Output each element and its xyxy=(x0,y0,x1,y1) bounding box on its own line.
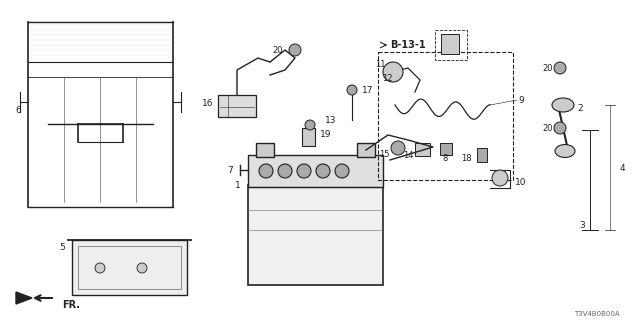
Text: 16: 16 xyxy=(202,99,213,108)
Text: 15: 15 xyxy=(380,149,390,158)
Circle shape xyxy=(137,263,147,273)
Bar xyxy=(248,155,383,187)
Text: 3: 3 xyxy=(579,220,585,229)
Circle shape xyxy=(259,164,273,178)
Bar xyxy=(357,143,375,157)
Circle shape xyxy=(95,263,105,273)
Text: 20: 20 xyxy=(543,63,553,73)
Circle shape xyxy=(297,164,311,178)
Bar xyxy=(441,34,459,54)
Text: 13: 13 xyxy=(325,116,337,124)
Text: 19: 19 xyxy=(320,130,332,139)
Text: FR.: FR. xyxy=(62,300,80,310)
Text: 4: 4 xyxy=(619,164,625,172)
Bar xyxy=(477,148,487,162)
Bar xyxy=(248,185,383,285)
Circle shape xyxy=(492,170,508,186)
Text: 1: 1 xyxy=(235,180,241,189)
Bar xyxy=(78,246,181,289)
Bar xyxy=(440,143,452,155)
Circle shape xyxy=(347,85,357,95)
Circle shape xyxy=(391,141,405,155)
Text: T3V4B0B00A: T3V4B0B00A xyxy=(574,311,620,317)
Text: 11: 11 xyxy=(376,60,386,68)
Circle shape xyxy=(383,62,403,82)
Text: 2: 2 xyxy=(577,103,583,113)
Circle shape xyxy=(554,62,566,74)
Text: 7: 7 xyxy=(227,165,233,174)
Circle shape xyxy=(554,122,566,134)
Text: 18: 18 xyxy=(461,154,472,163)
Text: 12: 12 xyxy=(383,74,393,83)
Text: 10: 10 xyxy=(515,178,527,187)
Text: 9: 9 xyxy=(518,95,524,105)
Bar xyxy=(302,128,315,146)
Text: 17: 17 xyxy=(362,85,374,94)
Circle shape xyxy=(305,120,315,130)
Text: 20: 20 xyxy=(543,124,553,132)
Text: 5: 5 xyxy=(59,243,65,252)
Bar xyxy=(378,52,513,180)
Bar xyxy=(256,143,274,157)
Text: 14: 14 xyxy=(403,150,414,159)
Circle shape xyxy=(289,44,301,56)
Text: 20: 20 xyxy=(273,45,283,54)
Text: B-13-1: B-13-1 xyxy=(390,40,426,50)
Bar xyxy=(415,143,430,156)
Text: 6: 6 xyxy=(15,106,21,115)
Circle shape xyxy=(335,164,349,178)
Text: 8: 8 xyxy=(442,154,447,163)
Polygon shape xyxy=(16,292,32,304)
Circle shape xyxy=(278,164,292,178)
Bar xyxy=(435,30,467,60)
Bar xyxy=(218,95,256,117)
Circle shape xyxy=(316,164,330,178)
Ellipse shape xyxy=(555,145,575,157)
Bar xyxy=(72,240,187,295)
Ellipse shape xyxy=(552,98,574,112)
